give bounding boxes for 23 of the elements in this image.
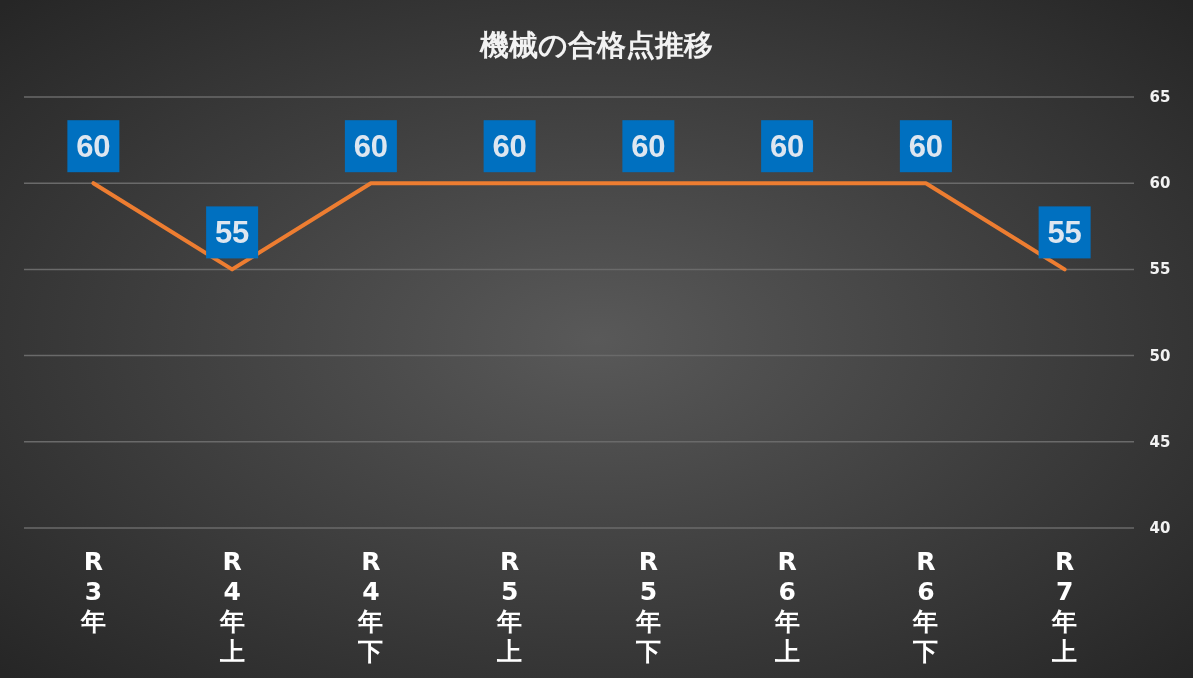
data-label: 60 <box>908 129 944 165</box>
x-tick-label: R4年下 <box>357 547 384 666</box>
data-label: 60 <box>769 129 805 165</box>
x-tick-label: R7年上 <box>1051 547 1078 666</box>
x-tick-label: R3年 <box>79 547 106 636</box>
x-tick-label: R6年下 <box>912 547 939 666</box>
y-tick-label: 55 <box>1149 260 1171 279</box>
x-tick-label: R4年上 <box>218 547 245 666</box>
y-tick-label: 40 <box>1149 519 1171 537</box>
data-label: 60 <box>353 129 389 165</box>
y-tick-label: 45 <box>1149 432 1171 451</box>
y-tick-label: 50 <box>1149 346 1171 365</box>
x-tick-label: R5年上 <box>496 547 523 666</box>
data-label: 60 <box>76 129 111 165</box>
data-label: 55 <box>1047 215 1082 251</box>
y-tick-label: 60 <box>1149 174 1171 193</box>
data-label: 55 <box>214 215 250 251</box>
data-label: 60 <box>631 129 666 165</box>
y-tick-label: 65 <box>1149 88 1171 106</box>
x-tick-label: R5年下 <box>634 547 661 666</box>
data-label: 60 <box>492 129 527 165</box>
x-tick-label: R6年上 <box>773 547 800 666</box>
chart-title: 機械の合格点推移 <box>479 28 713 62</box>
